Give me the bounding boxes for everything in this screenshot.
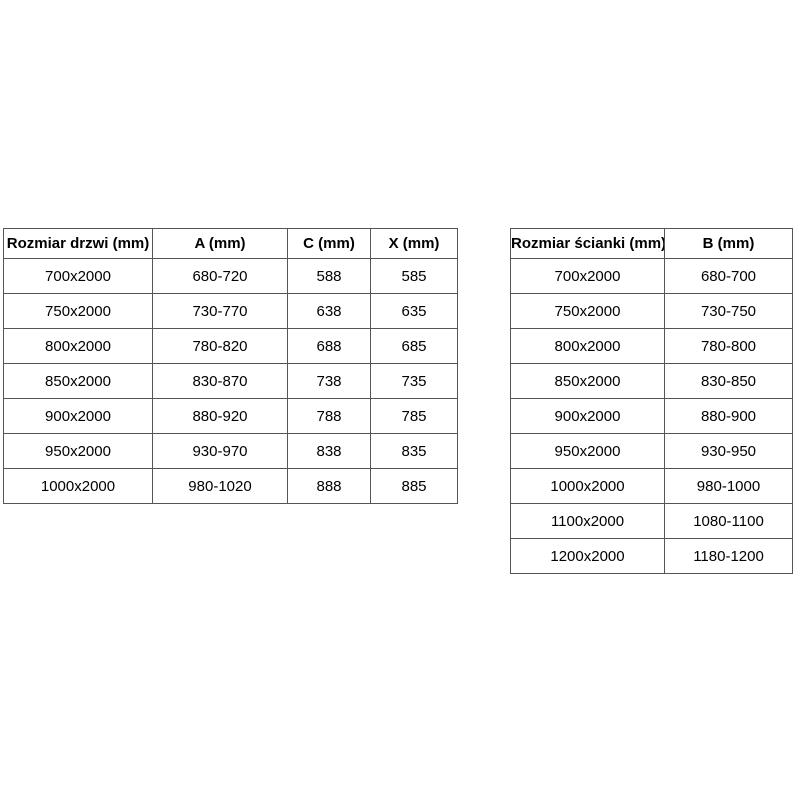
door-size-table: Rozmiar drzwi (mm) A (mm) C (mm) X (mm) 700x… — [3, 228, 458, 504]
table-cell: 585 — [370, 258, 458, 294]
table-row: 850x2000 830-870 738 735 — [3, 363, 458, 399]
table-cell: 700x2000 — [3, 258, 153, 294]
column-header: X (mm) — [370, 228, 458, 259]
table-row: 1200x2000 1180-1200 — [510, 538, 793, 574]
table-cell: 885 — [370, 468, 458, 504]
table-row: 800x2000 780-800 — [510, 328, 793, 364]
table-cell: 1080-1100 — [664, 503, 793, 539]
table-cell: 830-870 — [152, 363, 288, 399]
table-cell: 788 — [287, 398, 371, 434]
column-header: A (mm) — [152, 228, 288, 259]
table-cell: 880-900 — [664, 398, 793, 434]
table-cell: 638 — [287, 293, 371, 329]
table-cell: 750x2000 — [510, 293, 665, 329]
table-cell: 830-850 — [664, 363, 793, 399]
table-cell: 1200x2000 — [510, 538, 665, 574]
table-cell: 588 — [287, 258, 371, 294]
table-cell: 900x2000 — [510, 398, 665, 434]
table-cell: 950x2000 — [3, 433, 153, 469]
header-row: Rozmiar drzwi (mm) A (mm) C (mm) X (mm) — [3, 228, 458, 259]
table-cell: 1100x2000 — [510, 503, 665, 539]
table-cell: 980-1000 — [664, 468, 793, 504]
table-row: 700x2000 680-700 — [510, 258, 793, 294]
table-cell: 800x2000 — [510, 328, 665, 364]
table-row: 950x2000 930-970 838 835 — [3, 433, 458, 469]
table-cell: 880-920 — [152, 398, 288, 434]
table-cell: 780-820 — [152, 328, 288, 364]
table-cell: 980-1020 — [152, 468, 288, 504]
table-cell: 780-800 — [664, 328, 793, 364]
table-cell: 900x2000 — [3, 398, 153, 434]
table-row: 700x2000 680-720 588 585 — [3, 258, 458, 294]
table-cell: 700x2000 — [510, 258, 665, 294]
table-row: 1000x2000 980-1020 888 885 — [3, 468, 458, 504]
table-row: 1000x2000 980-1000 — [510, 468, 793, 504]
table-cell: 930-970 — [152, 433, 288, 469]
table-row: 900x2000 880-900 — [510, 398, 793, 434]
table-cell: 730-770 — [152, 293, 288, 329]
column-header: C (mm) — [287, 228, 371, 259]
wall-size-table: Rozmiar ścianki (mm) B (mm) 700x2000 680-70… — [510, 228, 793, 574]
table-cell: 688 — [287, 328, 371, 364]
table-cell: 738 — [287, 363, 371, 399]
table-cell: 850x2000 — [3, 363, 153, 399]
table-cell: 785 — [370, 398, 458, 434]
table-cell: 735 — [370, 363, 458, 399]
table-cell: 1000x2000 — [3, 468, 153, 504]
table-cell: 888 — [287, 468, 371, 504]
column-header: Rozmiar drzwi (mm) — [3, 228, 153, 259]
table-row: 750x2000 730-770 638 635 — [3, 293, 458, 329]
table-cell: 838 — [287, 433, 371, 469]
table-cell: 950x2000 — [510, 433, 665, 469]
column-header: B (mm) — [664, 228, 793, 259]
table-row: 850x2000 830-850 — [510, 363, 793, 399]
table-cell: 680-700 — [664, 258, 793, 294]
table-cell: 850x2000 — [510, 363, 665, 399]
column-header: Rozmiar ścianki (mm) — [510, 228, 665, 259]
table-cell: 930-950 — [664, 433, 793, 469]
table-cell: 680-720 — [152, 258, 288, 294]
table-cell: 730-750 — [664, 293, 793, 329]
table-cell: 750x2000 — [3, 293, 153, 329]
table-cell: 685 — [370, 328, 458, 364]
table-cell: 635 — [370, 293, 458, 329]
header-row: Rozmiar ścianki (mm) B (mm) — [510, 228, 793, 259]
table-row: 800x2000 780-820 688 685 — [3, 328, 458, 364]
table-cell: 835 — [370, 433, 458, 469]
table-row: 1100x2000 1080-1100 — [510, 503, 793, 539]
table-cell: 1000x2000 — [510, 468, 665, 504]
table-cell: 1180-1200 — [664, 538, 793, 574]
table-row: 950x2000 930-950 — [510, 433, 793, 469]
table-cell: 800x2000 — [3, 328, 153, 364]
table-row: 750x2000 730-750 — [510, 293, 793, 329]
table-row: 900x2000 880-920 788 785 — [3, 398, 458, 434]
